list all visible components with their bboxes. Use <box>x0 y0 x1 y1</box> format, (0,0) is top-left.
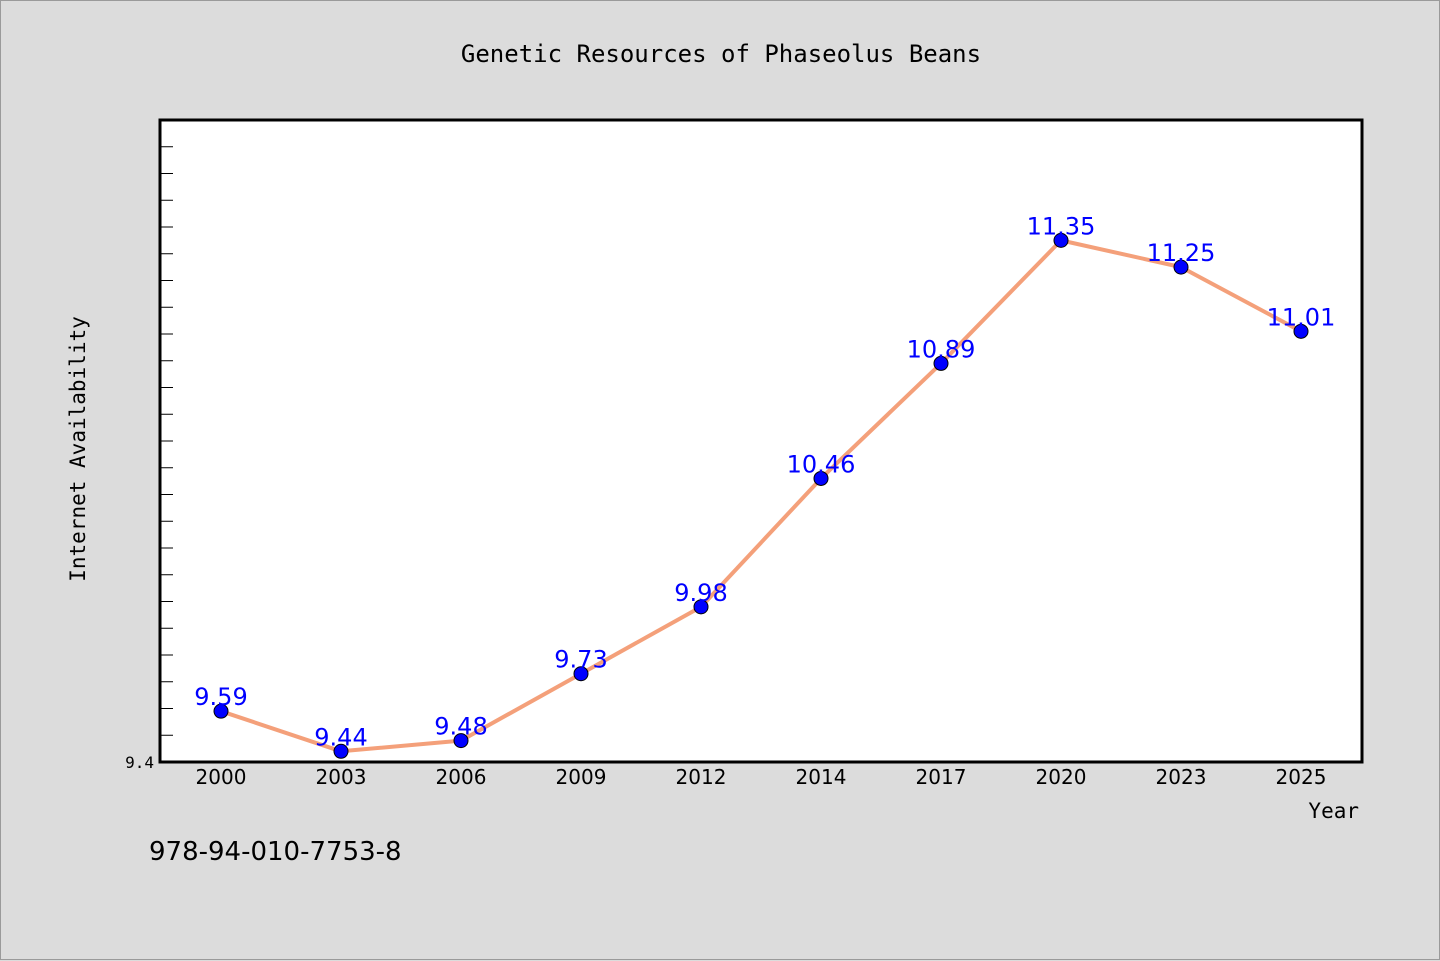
data-label: 9.98 <box>674 579 727 607</box>
x-tick-label: 2014 <box>796 765 847 789</box>
x-tick-label: 2023 <box>1156 765 1207 789</box>
series-layer: 9.59 9.44 9.48 9.73 9.98 10.46 10.89 11.35 11.25… <box>194 212 1336 759</box>
data-label: 9.48 <box>434 713 487 741</box>
x-tick-label: 2003 <box>316 765 367 789</box>
y-tick-label: 9.4 <box>125 753 154 772</box>
data-point <box>1173 259 1189 275</box>
data-label: 11.35 <box>1027 212 1096 240</box>
series-line <box>219 238 1303 754</box>
data-label: 10.89 <box>907 335 976 363</box>
x-tick-label: 2006 <box>436 765 487 789</box>
data-point <box>813 470 829 486</box>
x-tick-label: 2020 <box>1036 765 1087 789</box>
data-point <box>453 733 469 749</box>
x-tick-label: 2012 <box>676 765 727 789</box>
data-label: 9.73 <box>554 646 607 674</box>
y-axis-label: Internet Availability <box>66 316 90 582</box>
x-axis-label: Year <box>1308 799 1359 823</box>
x-tick-label: 2025 <box>1276 765 1327 789</box>
data-point <box>933 355 949 371</box>
data-label: 11.01 <box>1267 303 1336 331</box>
data-point <box>1293 323 1309 339</box>
data-label: 10.46 <box>787 450 856 478</box>
y-axis-ticks: 9.4 <box>125 146 173 772</box>
data-point <box>1053 232 1069 248</box>
data-label: 11.25 <box>1147 239 1216 267</box>
isbn-footer: 978-94-010-7753-8 <box>149 837 402 867</box>
data-label: 9.59 <box>194 683 247 711</box>
x-tick-label: 2000 <box>196 765 247 789</box>
x-axis-tick-labels: 2000 2003 2006 2009 2012 2014 2017 2020 2023 2025 <box>196 765 1327 789</box>
data-point <box>333 743 349 759</box>
data-point <box>573 666 589 682</box>
x-tick-label: 2009 <box>556 765 607 789</box>
data-point <box>693 599 709 615</box>
x-tick-label: 2017 <box>916 765 967 789</box>
data-label: 9.44 <box>314 723 367 751</box>
data-point <box>213 703 229 719</box>
plot-area <box>158 118 1364 764</box>
chart-title: Genetic Resources of Phaseolus Beans <box>461 40 981 68</box>
